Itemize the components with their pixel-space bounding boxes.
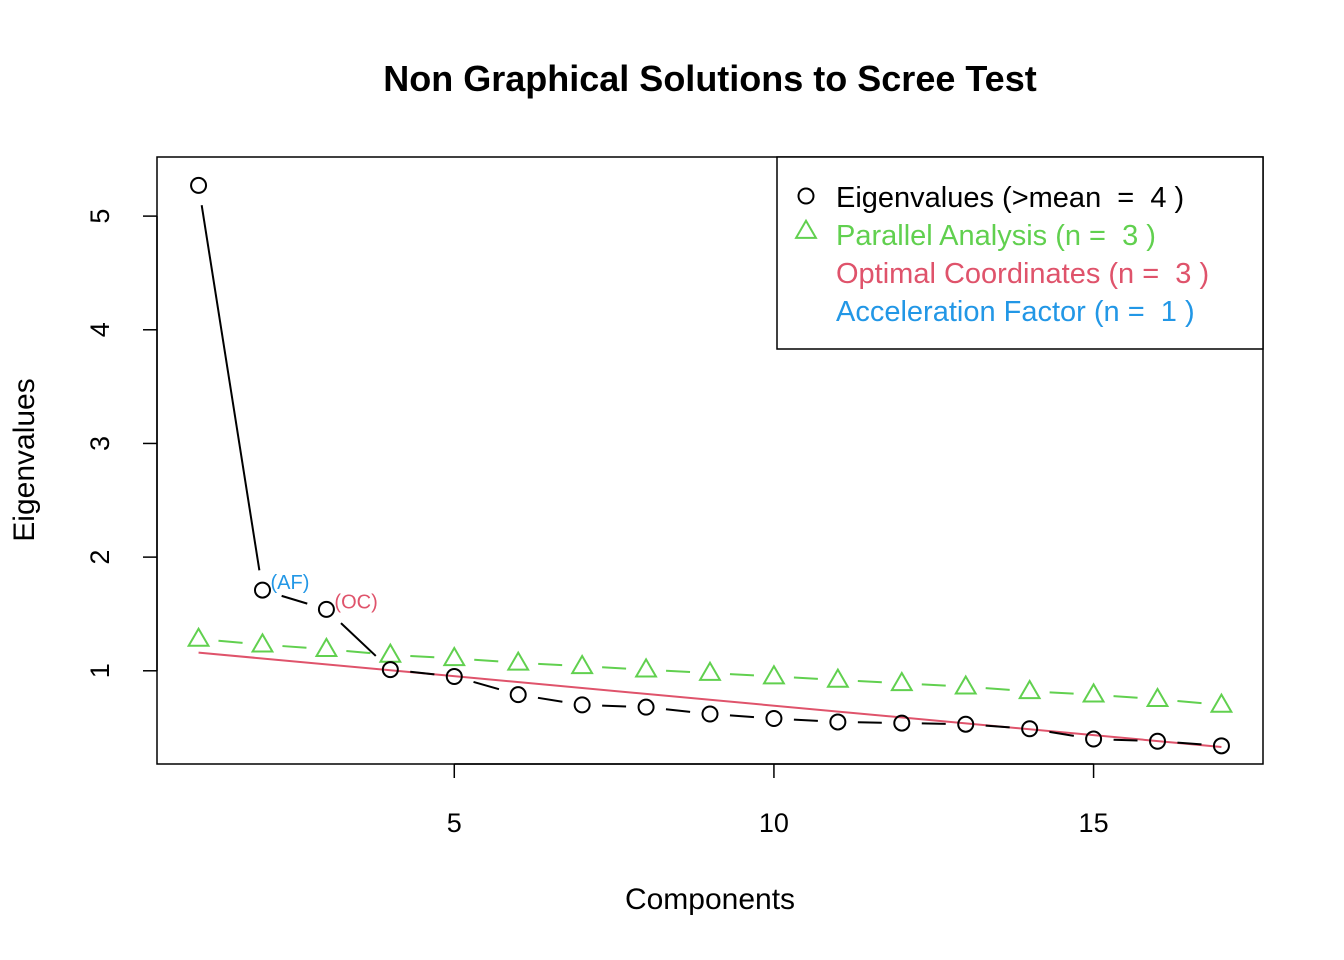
parallel-segment	[346, 649, 371, 655]
parallel-point	[634, 657, 658, 678]
eigen-point	[829, 713, 847, 731]
eigen-segment	[1049, 730, 1074, 737]
legend-items: Eigenvalues (>mean = 4 ) Parallel Analysi…	[794, 182, 1209, 328]
y-tick-label: 4	[85, 322, 115, 337]
parallel-point	[570, 653, 594, 675]
parallel-segment	[729, 673, 755, 677]
eigen-segment	[1113, 738, 1138, 742]
parallel-point	[314, 636, 339, 658]
parallel-segment	[793, 676, 818, 680]
legend-label: Acceleration Factor (n = 1 )	[836, 296, 1195, 328]
parallel-point	[826, 667, 850, 688]
eigen-point	[445, 667, 463, 685]
eigen-segment	[410, 670, 435, 676]
eigen-segment	[602, 704, 627, 708]
legend-box	[776, 156, 1264, 350]
chart-title: Non Graphical Solutions to Scree Test	[383, 58, 1036, 99]
legend-symbol	[794, 218, 818, 239]
eigen-point	[509, 686, 527, 704]
parallel-point	[186, 626, 211, 647]
eigen-segment	[793, 718, 818, 722]
x-tick-label: 5	[447, 808, 462, 838]
y-axis-label: Eigenvalues	[8, 378, 41, 541]
eigen-point	[701, 705, 719, 723]
eigen-segment	[200, 205, 261, 571]
parallel-segment	[921, 683, 946, 687]
x-axis: 5 10 15	[447, 763, 1109, 838]
series-layer: (AF) (OC)	[186, 176, 1234, 755]
eigen-point	[893, 714, 911, 732]
eigen-point	[573, 696, 591, 714]
x-tick-label: 10	[759, 808, 789, 838]
parallel-point	[1018, 678, 1042, 700]
eigen-segment	[1177, 741, 1202, 746]
parallel-point	[442, 646, 466, 667]
parallel-point	[1209, 692, 1234, 713]
parallel-segment	[538, 662, 563, 667]
oc-line	[198, 651, 1222, 748]
parallel-point	[1081, 682, 1106, 703]
eigen-point	[253, 581, 271, 599]
eigen-segment	[537, 696, 563, 703]
legend-symbol	[797, 187, 815, 205]
parallel-segment	[474, 658, 499, 663]
x-tick-label: 15	[1079, 808, 1109, 838]
parallel-segment	[857, 679, 882, 684]
annotation-label: (OC)	[334, 591, 377, 613]
eigen-point	[637, 698, 655, 716]
parallel-point	[250, 632, 275, 653]
parallel-point	[890, 671, 914, 692]
legend-label: Parallel Analysis (n = 3 )	[836, 220, 1156, 252]
parallel-segment	[218, 639, 243, 644]
eigen-point	[317, 600, 335, 618]
parallel-segment	[282, 645, 307, 649]
parallel-segment	[665, 669, 691, 673]
legend-label: Optimal Coordinates (n = 3 )	[836, 258, 1209, 290]
y-axis: 1 2 3 4 5	[85, 209, 158, 678]
eigen-point	[1021, 720, 1039, 738]
parallel-segment	[602, 666, 627, 670]
eigen-segment	[665, 708, 691, 713]
eigen-segment	[473, 680, 500, 691]
eigen-segment	[340, 622, 377, 657]
eigen-point	[1085, 730, 1103, 748]
eigen-segment	[985, 724, 1010, 729]
eigen-segment	[729, 714, 755, 719]
parallel-segment	[1049, 691, 1074, 695]
parallel-point	[378, 642, 402, 663]
y-tick-label: 1	[85, 663, 115, 678]
eigen-point	[381, 661, 399, 679]
legend: Eigenvalues (>mean = 4 ) Parallel Analysi…	[776, 156, 1264, 350]
parallel-segment	[410, 654, 435, 659]
eigen-segment	[281, 594, 308, 605]
eigen-point	[957, 715, 975, 733]
parallel-point	[1145, 686, 1170, 708]
eigen-point	[190, 176, 208, 194]
y-tick-label: 5	[85, 209, 115, 224]
y-tick-label: 3	[85, 436, 115, 451]
eigen-point	[765, 710, 783, 728]
y-tick-label: 2	[85, 550, 115, 565]
parallel-segment	[1113, 695, 1138, 699]
parallel-point	[762, 664, 786, 685]
x-axis-label: Components	[625, 883, 795, 916]
parallel-segment	[985, 687, 1010, 691]
parallel-point	[698, 660, 722, 681]
parallel-segment	[1177, 699, 1202, 705]
parallel-point	[506, 650, 530, 671]
annotation-label: (AF)	[270, 572, 309, 594]
parallel-point	[954, 674, 978, 695]
eigen-point	[1149, 732, 1167, 750]
eigen-point	[1212, 737, 1230, 755]
legend-label: Eigenvalues (>mean = 4 )	[836, 182, 1184, 214]
